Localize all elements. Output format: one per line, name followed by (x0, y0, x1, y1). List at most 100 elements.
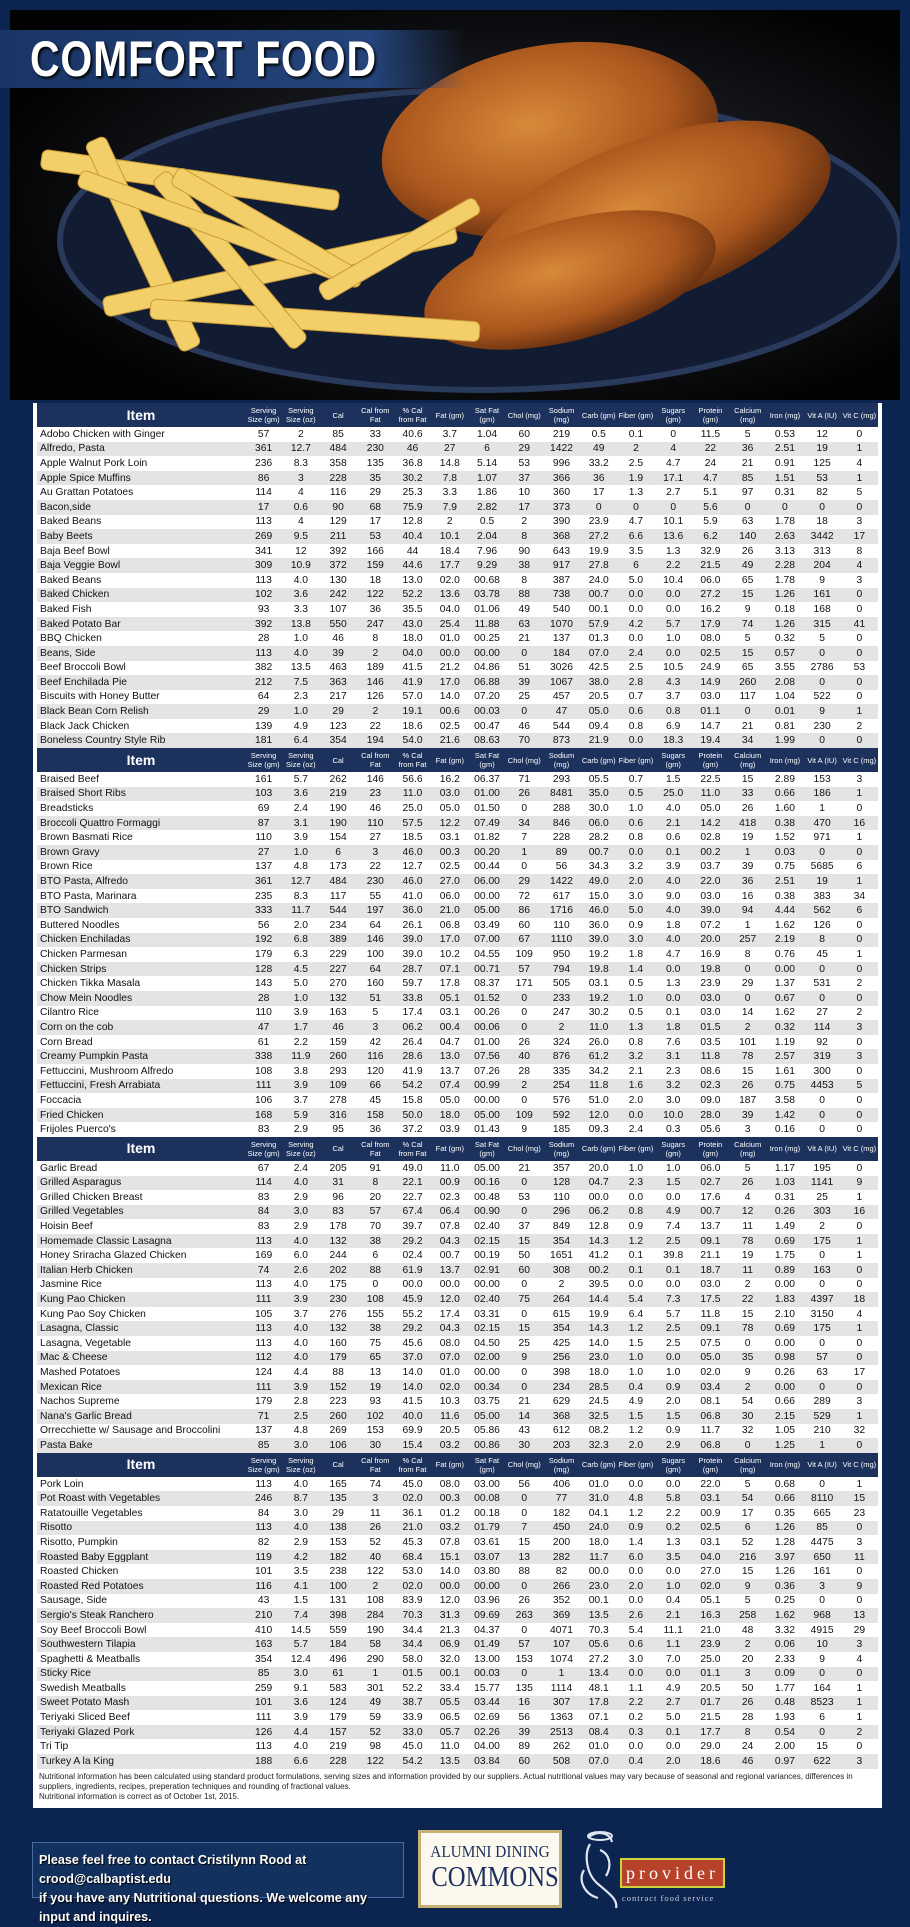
value-cell: 0.0 (617, 1666, 655, 1682)
value-cell: 0 (840, 1107, 878, 1123)
value-cell: 135 (319, 1491, 357, 1506)
value-cell: 0 (840, 1263, 878, 1278)
value-cell: 00.9 (431, 1175, 469, 1191)
table-row: Alfredo, Pasta 361 12.7 484 230 46 27 6 29 1422 49… (37, 441, 878, 457)
column-header: Vit A (IU) (803, 1452, 841, 1477)
value-cell: 3.97 (766, 1549, 804, 1565)
value-cell: 52.2 (402, 1682, 423, 1694)
value-cell: 2 (446, 516, 453, 528)
value-cell: 03.4 (691, 1379, 730, 1395)
value-cell: 352 (552, 1595, 571, 1607)
value-cell: 111 (245, 1078, 283, 1094)
value-cell: 0.1 (628, 1250, 644, 1262)
item-name-cell: Adobo Chicken with Ginger (40, 428, 165, 440)
value-cell: 23.0 (580, 1350, 618, 1366)
value-cell: 57.0 (402, 691, 423, 703)
column-header: Fat (gm) (431, 1452, 469, 1477)
value-cell: 12 (295, 545, 307, 557)
value-cell: 32 (853, 1425, 866, 1437)
value-cell: 15 (741, 1566, 754, 1578)
value-cell: 389 (319, 932, 357, 948)
value-cell: 64 (257, 691, 270, 703)
value-cell: 58.0 (402, 1653, 423, 1665)
value-cell: 36 (729, 874, 767, 889)
value-cell: 3.13 (774, 545, 795, 557)
column-header: Vit A (IU) (803, 1136, 841, 1161)
value-cell: 187 (739, 1094, 757, 1106)
value-cell: 230 (319, 1292, 357, 1307)
value-cell: 30.2 (393, 470, 432, 486)
value-cell: 25 (518, 1337, 530, 1349)
value-cell: 276 (329, 1308, 347, 1320)
value-cell: 4.8 (293, 1425, 309, 1437)
value-cell: 2.9 (654, 1438, 692, 1453)
value-cell: 0.6 (617, 1637, 655, 1652)
value-cell: 9.5 (282, 529, 320, 544)
value-cell: 257 (729, 932, 767, 948)
value-cell: 14 (505, 1409, 543, 1424)
item-name-cell: Brown Gravy (37, 845, 245, 860)
value-cell: 02.15 (468, 1321, 506, 1337)
value-cell: 0.0 (654, 1350, 692, 1366)
value-cell: 20 (369, 1191, 382, 1203)
value-cell: 2.9 (293, 1221, 309, 1233)
column-header: Carb (gm) (580, 1452, 618, 1477)
page-title-banner: COMFORT FOOD (0, 30, 466, 88)
value-cell: 101 (255, 1566, 273, 1578)
value-cell: 01.50 (474, 803, 500, 815)
value-cell: 181 (245, 733, 283, 749)
table-row: Risotto 113 4.0 138 26 21.0 03.2 01.79 7 450 24.0 0… (37, 1520, 878, 1536)
value-cell: 06.0 (580, 815, 618, 831)
value-cell: 19.1 (393, 704, 432, 719)
value-cell: 0.5 (591, 428, 606, 440)
value-cell: 1 (856, 1250, 863, 1262)
value-cell: 234 (542, 1379, 581, 1395)
value-cell: 3.5 (293, 1566, 309, 1578)
value-cell: 8.3 (293, 457, 309, 469)
value-cell: 4 (744, 1191, 751, 1203)
value-cell: 1.49 (774, 1221, 795, 1233)
value-cell: 26 (356, 1520, 394, 1536)
value-cell: 0 (856, 1124, 863, 1136)
table-row: Apple Walnut Pork Loin 236 8.3 358 135 36.8 14… (37, 456, 878, 471)
value-cell: 4.8 (293, 861, 309, 873)
value-cell: 28.7 (393, 961, 432, 977)
value-cell: 0 (856, 1221, 863, 1233)
table-row: Beef Enchilada Pie 212 7.5 363 146 41.9 17.0 06… (37, 675, 878, 690)
value-cell: 15 (741, 1308, 754, 1320)
value-cell: 21.0 (700, 1624, 721, 1636)
value-cell: 00.16 (468, 1175, 506, 1191)
value-cell: 11.9 (282, 1049, 320, 1064)
value-cell: 03.31 (474, 1308, 500, 1320)
value-cell: 2.82 (468, 499, 506, 515)
value-cell: 53 (518, 1191, 530, 1203)
column-header: Cal from Fat (356, 1452, 394, 1477)
column-header: Chol (mg) (505, 748, 543, 773)
value-cell: 16.3 (691, 1608, 730, 1623)
value-cell: 13.5 (290, 662, 311, 674)
table-header-row: Item Serving Size (gm) Serving Size (oz) Ca… (37, 748, 878, 773)
value-cell: 43 (257, 1595, 270, 1607)
value-cell: 361 (245, 874, 283, 889)
value-cell: 78 (729, 1233, 767, 1249)
nutrition-table-container: Item Serving Size (gm) Serving Size (oz) Ca… (33, 403, 882, 1808)
value-cell: 3 (840, 1637, 878, 1652)
column-header: % Cal from Fat (393, 1452, 432, 1477)
value-cell: 229 (329, 948, 347, 960)
value-cell: 163 (803, 1263, 841, 1278)
value-cell: 11.8 (691, 1049, 730, 1064)
value-cell: 03.9 (439, 1124, 460, 1136)
value-cell: 15.0 (588, 890, 609, 902)
value-cell: 00.18 (474, 1507, 500, 1519)
value-cell: 0.89 (766, 1263, 804, 1278)
value-cell: 17.4 (439, 1308, 460, 1320)
value-cell: 9 (840, 1175, 878, 1191)
value-cell: 08.0 (439, 1478, 460, 1490)
value-cell: 157 (319, 1724, 357, 1740)
value-cell: 1.05 (774, 1425, 795, 1437)
value-cell: 529 (803, 1409, 841, 1424)
value-cell: 03.44 (468, 1695, 506, 1711)
value-cell: 7.4 (666, 1221, 681, 1233)
value-cell: 90 (518, 545, 530, 557)
value-cell: 47 (542, 704, 581, 719)
